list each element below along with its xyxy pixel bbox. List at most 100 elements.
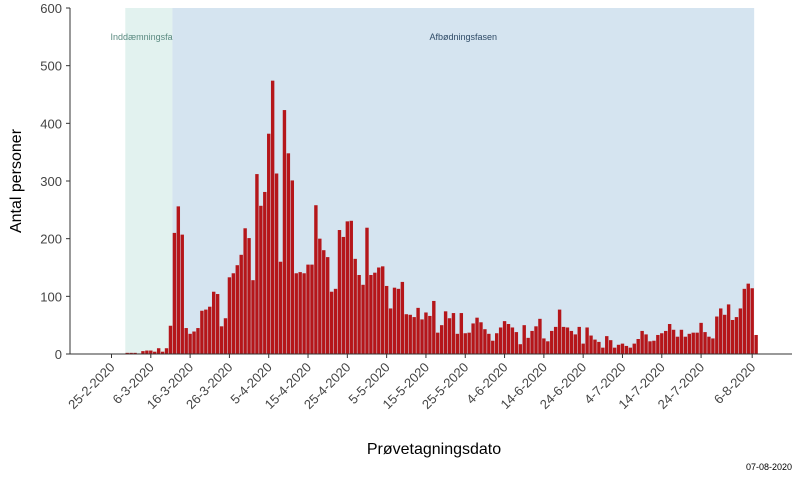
bar <box>522 325 526 354</box>
bar <box>361 284 365 354</box>
y-tick-label: 0 <box>55 347 62 362</box>
bar <box>314 205 318 354</box>
bar <box>573 334 578 354</box>
bar <box>282 110 287 354</box>
bar <box>616 344 621 354</box>
bar <box>318 238 322 354</box>
x-tick-label: 6-8-2020 <box>711 360 758 407</box>
bar <box>711 338 715 354</box>
bar <box>660 333 664 354</box>
bar <box>703 332 707 354</box>
x-axis-title: Prøvetagningsdato <box>367 441 501 458</box>
bar <box>294 273 298 354</box>
bar <box>483 329 487 354</box>
bar <box>329 291 334 354</box>
bar <box>530 330 534 354</box>
bar <box>270 80 275 354</box>
bar <box>259 205 263 354</box>
bar <box>149 350 153 354</box>
bar <box>652 340 656 354</box>
bar <box>396 288 401 354</box>
bar <box>656 334 660 354</box>
bar <box>451 313 456 354</box>
bar <box>557 309 562 354</box>
y-tick-label: 600 <box>40 1 62 16</box>
bar <box>605 336 609 354</box>
bar <box>526 337 530 354</box>
bar <box>597 341 601 354</box>
bar <box>443 311 448 354</box>
bar <box>156 348 161 354</box>
bar <box>534 326 538 354</box>
bar <box>648 341 652 354</box>
bar <box>538 318 542 354</box>
bar <box>168 325 173 354</box>
bar <box>310 264 314 354</box>
bar <box>172 232 177 354</box>
bar <box>502 321 507 354</box>
phase-band-1 <box>125 8 173 354</box>
bar <box>215 294 220 354</box>
bar <box>267 133 271 354</box>
bar <box>302 273 306 354</box>
bar <box>251 280 255 354</box>
bar <box>357 274 361 354</box>
bar <box>196 328 200 354</box>
bar <box>298 272 302 354</box>
bar <box>145 350 149 354</box>
bar <box>691 332 695 354</box>
bar <box>333 288 338 354</box>
bar <box>750 288 754 354</box>
bar <box>699 322 703 354</box>
y-tick-label: 400 <box>40 116 62 131</box>
bar <box>381 266 385 354</box>
bar <box>683 336 688 354</box>
bar <box>581 343 585 354</box>
y-ticks: 0 100 200 300 400 500 600 <box>40 1 70 362</box>
bar <box>369 274 373 354</box>
bar <box>208 306 212 354</box>
bar <box>553 326 558 354</box>
bar <box>742 288 747 354</box>
y-axis-title: Antal personer <box>8 128 25 233</box>
bar <box>424 312 428 354</box>
bar <box>247 238 251 354</box>
bar <box>628 347 633 354</box>
bar <box>722 314 727 354</box>
bar <box>491 340 495 354</box>
bar <box>412 317 416 354</box>
y-tick-label: 500 <box>40 59 62 74</box>
bar <box>184 328 188 354</box>
bar <box>231 273 236 354</box>
bar <box>565 327 570 354</box>
bar <box>738 308 743 354</box>
bar <box>337 230 342 354</box>
bar <box>506 324 511 354</box>
bar <box>373 272 377 354</box>
bar <box>585 327 589 354</box>
bar <box>384 285 389 354</box>
bar <box>726 304 731 354</box>
bar <box>467 332 471 354</box>
bar <box>679 329 684 354</box>
bar <box>416 307 420 354</box>
bar <box>243 228 247 354</box>
y-tick-label: 200 <box>40 232 62 247</box>
bar <box>408 314 412 354</box>
bar <box>404 314 408 354</box>
bar <box>180 234 184 354</box>
bar <box>715 316 719 354</box>
bar <box>278 261 283 354</box>
bar <box>436 332 440 354</box>
bar <box>255 174 259 354</box>
bar <box>392 287 397 354</box>
bar <box>192 331 196 354</box>
bar <box>353 258 357 354</box>
bar <box>274 173 279 354</box>
bar <box>388 308 393 354</box>
bar <box>400 281 405 354</box>
bar <box>188 333 192 354</box>
bar <box>200 310 204 354</box>
bar <box>644 334 648 354</box>
bar <box>204 309 208 354</box>
